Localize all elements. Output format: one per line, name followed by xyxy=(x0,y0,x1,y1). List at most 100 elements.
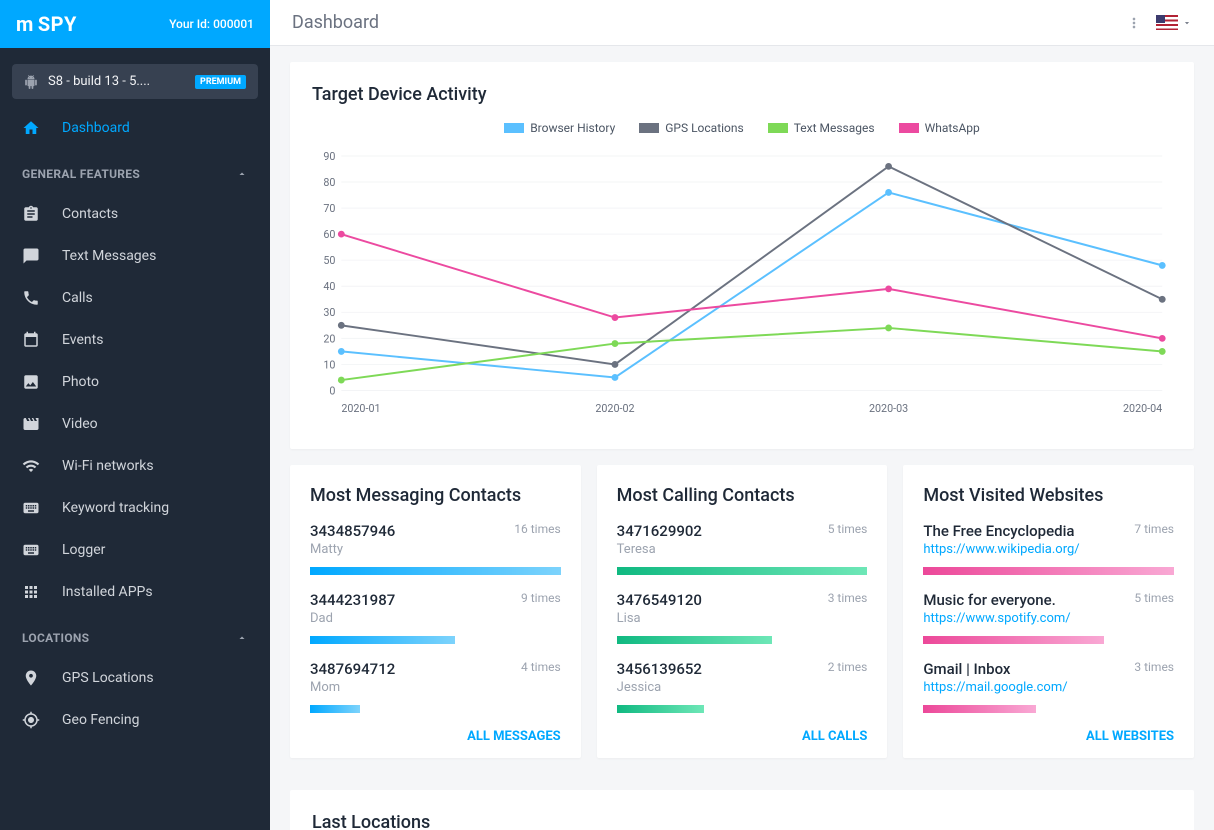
sidebar-item-label: Installed APPs xyxy=(62,584,153,600)
more-icon[interactable] xyxy=(1126,15,1142,31)
site-url[interactable]: https://www.spotify.com/ xyxy=(923,611,1070,626)
target-icon xyxy=(22,711,40,729)
top-bar: Dashboard xyxy=(270,0,1214,46)
sidebar-item-label: Photo xyxy=(62,374,99,390)
sidebar-item-photo[interactable]: Photo xyxy=(0,361,270,403)
sidebar-item-gps[interactable]: GPS Locations xyxy=(0,657,270,699)
website-row: Music for everyone. https://www.spotify.… xyxy=(923,591,1174,644)
premium-badge: PREMIUM xyxy=(195,75,246,89)
sidebar-item-events[interactable]: Events xyxy=(0,319,270,361)
calling-list: 3471629902 Teresa 5 times 3476549120 Lis… xyxy=(617,522,868,713)
site-title: Gmail | Inbox xyxy=(923,660,1067,678)
contact-number: 3476549120 xyxy=(617,591,702,609)
contact-row: 3434857946 Matty 16 times xyxy=(310,522,561,575)
sidebar-item-video[interactable]: Video xyxy=(0,403,270,445)
all-calls-link[interactable]: ALL CALLS xyxy=(617,729,868,744)
sidebar-item-contacts[interactable]: Contacts xyxy=(0,193,270,235)
sidebar-item-dashboard[interactable]: Dashboard xyxy=(0,107,270,149)
stats-row: Most Messaging Contacts 3434857946 Matty… xyxy=(290,465,1194,774)
page-title: Dashboard xyxy=(292,12,379,33)
contact-name: Jessica xyxy=(617,680,702,695)
chart-title: Target Device Activity xyxy=(312,84,1172,105)
video-icon xyxy=(22,415,40,433)
language-selector[interactable] xyxy=(1156,15,1192,30)
contact-times: 5 times xyxy=(828,522,868,536)
sidebar-item-label: Dashboard xyxy=(62,120,130,136)
section-label: GENERAL FEATURES xyxy=(22,167,140,181)
apps-icon xyxy=(22,583,40,601)
sidebar-item-label: Logger xyxy=(62,542,105,558)
sidebar-item-keyword[interactable]: Keyword tracking xyxy=(0,487,270,529)
contact-bar xyxy=(617,636,772,644)
site-bar xyxy=(923,567,1174,575)
sidebar-item-text-messages[interactable]: Text Messages xyxy=(0,235,270,277)
section-locations[interactable]: LOCATIONS xyxy=(0,613,270,657)
contact-bar xyxy=(617,567,868,575)
legend-label: Browser History xyxy=(530,121,615,135)
wifi-icon xyxy=(22,457,40,475)
svg-text:80: 80 xyxy=(323,176,335,189)
device-name: S8 - build 13 - 5.... xyxy=(48,74,185,89)
legend-item: GPS Locations xyxy=(639,121,743,135)
contact-bar xyxy=(617,705,705,713)
websites-card: Most Visited Websites The Free Encyclope… xyxy=(903,465,1194,758)
all-messages-link[interactable]: ALL MESSAGES xyxy=(310,729,561,744)
contact-name: Mom xyxy=(310,680,395,695)
contact-bar xyxy=(310,705,360,713)
contact-times: 3 times xyxy=(828,591,868,605)
content: Target Device Activity Browser History GP… xyxy=(270,46,1214,830)
legend-label: GPS Locations xyxy=(665,121,743,135)
svg-text:40: 40 xyxy=(323,281,335,294)
sidebar-item-geo-fencing[interactable]: Geo Fencing xyxy=(0,699,270,741)
svg-text:2020-02: 2020-02 xyxy=(595,402,634,415)
all-websites-link[interactable]: ALL WEBSITES xyxy=(923,729,1174,744)
legend-item: Browser History xyxy=(504,121,615,135)
sidebar-item-label: Events xyxy=(62,332,103,348)
photo-icon xyxy=(22,373,40,391)
section-label: LOCATIONS xyxy=(22,631,89,645)
line-chart: 01020304050607080902020-012020-022020-03… xyxy=(312,143,1172,423)
chevron-up-icon xyxy=(236,632,248,644)
website-row: Gmail | Inbox https://mail.google.com/ 3… xyxy=(923,660,1174,713)
svg-text:2020-04: 2020-04 xyxy=(1123,402,1162,415)
logo-suffix: SPY xyxy=(38,12,77,36)
logo: mmSPYSPY xyxy=(16,12,77,36)
site-times: 3 times xyxy=(1134,660,1174,674)
activity-chart-card: Target Device Activity Browser History GP… xyxy=(290,62,1194,449)
sidebar-item-installed-apps[interactable]: Installed APPs xyxy=(0,571,270,613)
card-title: Most Visited Websites xyxy=(923,485,1174,506)
sidebar-item-label: Video xyxy=(62,416,98,432)
svg-text:30: 30 xyxy=(323,307,335,320)
site-url[interactable]: https://mail.google.com/ xyxy=(923,680,1067,695)
svg-text:50: 50 xyxy=(323,254,335,267)
site-url[interactable]: https://www.wikipedia.org/ xyxy=(923,542,1079,557)
chevron-down-icon xyxy=(1182,18,1192,28)
contact-times: 2 times xyxy=(828,660,868,674)
messaging-card: Most Messaging Contacts 3434857946 Matty… xyxy=(290,465,581,758)
location-icon xyxy=(22,669,40,687)
website-row: The Free Encyclopedia https://www.wikipe… xyxy=(923,522,1174,575)
last-locations-card: Last Locations xyxy=(290,790,1194,830)
contact-name: Matty xyxy=(310,542,395,557)
site-title: The Free Encyclopedia xyxy=(923,522,1079,540)
contact-bar xyxy=(310,567,561,575)
keyboard-icon xyxy=(22,541,40,559)
calendar-icon xyxy=(22,331,40,349)
contact-name: Teresa xyxy=(617,542,702,557)
section-general-features[interactable]: GENERAL FEATURES xyxy=(0,149,270,193)
logo-icon: m xyxy=(16,12,34,36)
sidebar-item-calls[interactable]: Calls xyxy=(0,277,270,319)
site-bar xyxy=(923,636,1103,644)
device-selector[interactable]: S8 - build 13 - 5.... PREMIUM xyxy=(12,64,258,99)
messaging-list: 3434857946 Matty 16 times 3444231987 Dad… xyxy=(310,522,561,713)
message-icon xyxy=(22,247,40,265)
contact-times: 16 times xyxy=(514,522,560,536)
home-icon xyxy=(22,119,40,137)
legend-swatch xyxy=(504,123,524,133)
sidebar-item-logger[interactable]: Logger xyxy=(0,529,270,571)
legend-swatch xyxy=(639,123,659,133)
sidebar-item-label: Calls xyxy=(62,290,93,306)
sidebar-item-wifi[interactable]: Wi-Fi networks xyxy=(0,445,270,487)
svg-text:90: 90 xyxy=(323,150,335,163)
top-bar-right xyxy=(1126,15,1192,31)
